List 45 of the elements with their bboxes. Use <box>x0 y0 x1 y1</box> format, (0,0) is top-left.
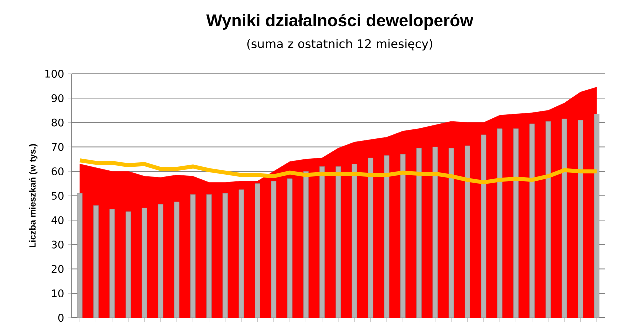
bar <box>465 146 470 318</box>
y-tick-label: 30 <box>52 240 64 249</box>
bar <box>578 120 584 318</box>
bar <box>304 171 309 318</box>
y-tick-label: 60 <box>52 168 64 176</box>
bar <box>432 147 438 318</box>
bar <box>400 154 406 318</box>
bar <box>255 184 260 318</box>
bar <box>142 208 148 318</box>
bar <box>368 158 374 318</box>
bar <box>158 204 164 318</box>
bar <box>448 148 454 318</box>
bar <box>352 164 358 318</box>
bar <box>416 148 422 318</box>
bar <box>481 134 487 318</box>
chart-title: Wyniki działalności deweloperów <box>206 14 474 30</box>
bar <box>271 181 277 318</box>
bar <box>384 156 390 318</box>
y-tick-label: 40 <box>52 216 64 224</box>
bar <box>174 202 180 318</box>
bar <box>126 212 132 318</box>
bar <box>94 206 99 318</box>
chart-subtitle: (suma z ostatnich 12 miesięcy) <box>248 39 432 51</box>
bar <box>238 190 244 318</box>
bar <box>222 193 228 318</box>
bar <box>514 128 519 318</box>
bar <box>530 124 535 318</box>
bar <box>287 178 293 318</box>
y-tick-label: 70 <box>52 143 64 152</box>
y-tick-label: 100 <box>46 70 64 78</box>
y-axis-title: Liczba mieszkań (w tys.) <box>29 144 38 248</box>
y-tick-label: 50 <box>52 192 64 200</box>
bar <box>336 166 342 318</box>
y-tick-label: 10 <box>52 290 64 298</box>
y-tick-label: 20 <box>52 265 64 274</box>
y-tick-label: 90 <box>52 94 64 102</box>
bar <box>110 209 116 318</box>
y-tick-label: 0 <box>58 314 64 322</box>
bar <box>190 194 196 318</box>
bar <box>206 194 212 318</box>
y-tick-label: 80 <box>52 118 64 127</box>
bar <box>562 118 568 318</box>
bar <box>546 121 552 318</box>
bar <box>320 166 325 318</box>
bar <box>497 128 503 318</box>
